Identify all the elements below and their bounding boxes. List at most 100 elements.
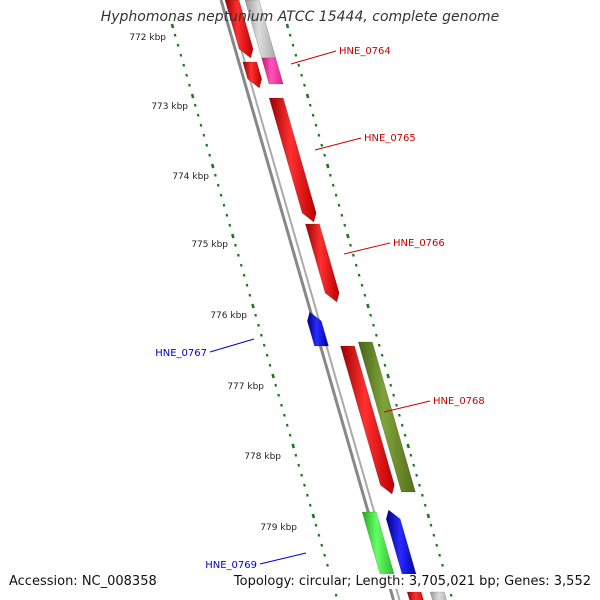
outer-scale-track-dot [420, 493, 424, 497]
gene-magenta-feature[interactable] [261, 57, 284, 85]
outer-scale-track-dot [369, 313, 373, 317]
gene-hne-0766-arrow[interactable] [305, 223, 340, 303]
inner-scale-track-dot [248, 293, 252, 297]
outer-scale-track-dot [349, 243, 352, 247]
outer-scale-track-dot [288, 33, 292, 37]
inner-scale-track-dot [268, 363, 272, 367]
inner-scale-track-dot [196, 113, 200, 117]
outer-scale-track-dot [291, 43, 295, 47]
inner-scale-track-dot [271, 373, 275, 379]
outer-scale-track-dot [305, 93, 310, 99]
inner-scale-track-dot [219, 193, 223, 197]
outer-scale-track-dot [383, 363, 387, 367]
gene-label-leader [290, 50, 337, 65]
gene-label-leader [383, 400, 431, 413]
outer-scale-track-dot [366, 303, 370, 309]
inner-scale-track-dot [282, 413, 286, 417]
outer-scale-track-dot [406, 443, 411, 449]
outer-scale-track-dot [285, 23, 290, 29]
outer-scale-track-dot [314, 123, 318, 127]
outer-scale-track-dot [325, 163, 330, 169]
outer-scale-track-dot [438, 553, 442, 557]
inner-scale-track-dot [190, 93, 195, 99]
inner-scale-track-dot [228, 223, 232, 227]
gene-label-hne-0764[interactable]: HNE_0764 [339, 46, 391, 57]
inner-scale-track-dot [280, 403, 283, 407]
gene-hne-0768-red-arrow[interactable] [340, 345, 395, 495]
inner-scale-track-dot [170, 23, 175, 29]
outer-scale-track-dot [377, 343, 381, 347]
gene-hne-0767-arrow[interactable] [306, 311, 329, 347]
inner-scale-track-dot [262, 343, 266, 347]
inner-scale-track-dot [210, 163, 215, 169]
outer-scale-track-dot [303, 83, 306, 87]
inner-scale-track-dot [225, 213, 229, 217]
inner-scale-track-dot [320, 543, 324, 547]
gene-grey-bottom-fragment[interactable] [429, 591, 449, 600]
tick-label: 776 kbp [210, 311, 247, 321]
outer-scale-track-dot [331, 183, 335, 187]
gene-label-hne-0769[interactable]: HNE_0769 [205, 560, 257, 571]
inner-scale-track-dot [311, 513, 316, 519]
inner-scale-track-dot [185, 73, 189, 77]
gene-label-leader [209, 338, 255, 353]
outer-scale-track-dot [328, 173, 332, 177]
tick-label: 773 kbp [151, 102, 188, 112]
outer-scale-track-dot [429, 523, 433, 527]
inner-scale-track-dot [222, 203, 226, 207]
outer-scale-track-dot [297, 63, 301, 67]
outer-scale-track-dot [357, 273, 361, 277]
gene-label-hne-0768[interactable]: HNE_0768 [433, 396, 485, 407]
gene-label-leader [259, 552, 307, 565]
outer-scale-track-dot [403, 433, 407, 437]
gene-label-hne-0767[interactable]: HNE_0767 [155, 348, 207, 359]
inner-scale-track-dot [305, 493, 309, 497]
inner-scale-track-dot [314, 523, 318, 527]
outer-scale-track-dot [311, 113, 315, 117]
inner-scale-track-dot [242, 273, 246, 277]
genome-backbone-line [219, 0, 395, 600]
inner-scale-track-dot [236, 253, 240, 257]
inner-scale-track-dot [176, 43, 180, 47]
gene-labels: HNE_0764 HNE_0765 HNE_0766 HNE_0767 HNE_0768… [155, 46, 485, 571]
inner-scale-track-dot [234, 243, 237, 247]
gene-hne-0768-olive-feature[interactable] [357, 341, 416, 493]
outer-scale-track-dot [418, 483, 421, 487]
gene-label-hne-0766[interactable]: HNE_0766 [393, 238, 445, 249]
inner-scale-track-dot [239, 263, 243, 267]
inner-scale-track-dot [259, 333, 263, 337]
inner-scale-track-dot [216, 183, 220, 187]
accession-text: Accession: NC_008358 [9, 574, 160, 589]
gene-label-hne-0765[interactable]: HNE_0765 [364, 133, 416, 144]
inner-scale-track-dot [277, 393, 281, 397]
tick-label: 774 kbp [172, 172, 209, 182]
inner-scale-track-dot [288, 433, 292, 437]
inner-scale-track-dot [213, 173, 217, 177]
inner-scale-track-dot [199, 123, 203, 127]
genome-summary: Topology: circular; Length: 3,705,021 bp… [230, 574, 591, 589]
gene-red-bottom-fragment[interactable] [406, 591, 426, 600]
outer-scale-track-dot [380, 353, 384, 357]
genome-backbone-shadow [226, 0, 401, 600]
inner-scale-track-dot [208, 153, 212, 157]
outer-scale-track-dot [363, 293, 367, 297]
gene-hne-0763-arrow[interactable] [224, 0, 254, 59]
outer-scale-track-dot [340, 213, 344, 217]
inner-scale-track-dot [291, 443, 296, 449]
outer-scale-track-dot [294, 53, 298, 57]
outer-scale-track-dot [395, 403, 398, 407]
inner-scale-track-dot [179, 53, 183, 57]
outer-scale-track-dot [392, 393, 396, 397]
inner-scale-track-dot [294, 453, 298, 457]
outer-scale-track-dot [323, 153, 327, 157]
gene-red-fragment[interactable] [242, 61, 263, 89]
outer-scale-track-dot [360, 283, 364, 287]
gene-hne-0765-arrow[interactable] [268, 97, 317, 223]
genome-backbone [219, 0, 401, 600]
inner-scale-track-dot [323, 553, 327, 557]
inner-scale-track-dot [245, 283, 249, 287]
outer-scale-track-dot [435, 543, 439, 547]
outer-scale-track-dot [374, 333, 378, 337]
gene-label-leader [314, 137, 362, 151]
tick-label: 772 kbp [129, 33, 166, 43]
